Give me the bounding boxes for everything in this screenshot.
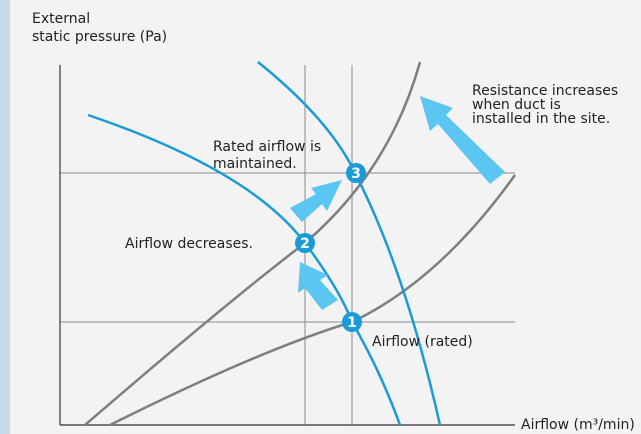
annotation: Resistance increases	[472, 83, 618, 99]
point-marker	[342, 312, 362, 332]
arrow	[298, 262, 338, 310]
annotation: Airflow (rated)	[372, 334, 473, 350]
arrows	[290, 96, 505, 310]
y-axis-label: static pressure (Pa)	[32, 29, 167, 45]
point-marker	[295, 233, 315, 253]
x-axis-label: Airflow (m³/min)	[521, 417, 635, 433]
point-number: 1	[347, 315, 357, 331]
y-axis-label: External	[32, 11, 90, 27]
side-strip	[0, 0, 10, 434]
arrow	[420, 96, 505, 184]
point-number: 2	[300, 236, 310, 252]
annotation: Airflow decreases.	[125, 236, 253, 252]
arrow	[290, 180, 342, 222]
annotation: Rated airflow is	[213, 139, 321, 155]
point-markers: 1 2 3	[295, 163, 366, 332]
fan-curve	[87, 113, 402, 426]
annotation: installed in the site.	[472, 111, 610, 127]
point-number: 3	[351, 166, 361, 182]
point-marker	[346, 163, 366, 183]
annotation: maintained.	[213, 156, 297, 172]
annotation: when duct is	[472, 97, 561, 113]
fan-curve	[257, 61, 442, 426]
